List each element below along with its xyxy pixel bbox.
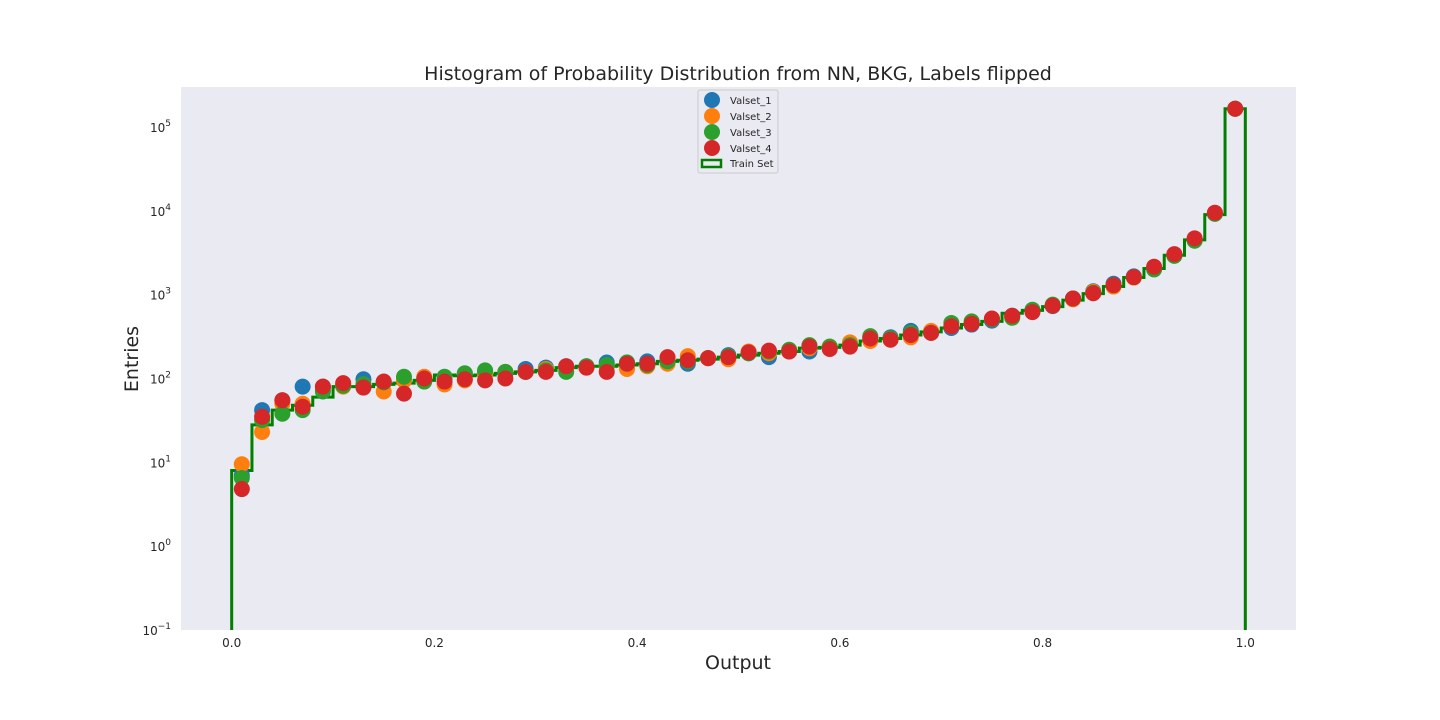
data-point bbox=[700, 350, 717, 367]
data-point bbox=[375, 373, 392, 390]
legend-marker bbox=[700, 158, 723, 169]
x-tick-label: 1.0 bbox=[1236, 636, 1255, 650]
data-point bbox=[1227, 100, 1244, 117]
y-tick-label: 102 bbox=[150, 370, 171, 386]
data-point bbox=[862, 330, 879, 347]
data-point bbox=[983, 310, 1000, 327]
data-point bbox=[274, 392, 291, 409]
y-axis-ticks: 10−1 100 101 102 103 104 105 bbox=[142, 119, 171, 638]
y-tick-label: 100 bbox=[150, 538, 171, 554]
series-valset-4 bbox=[233, 100, 1244, 498]
data-point bbox=[639, 355, 656, 372]
legend-entry-label: Valset_4 bbox=[730, 144, 772, 155]
data-point bbox=[659, 349, 676, 366]
data-point bbox=[842, 338, 858, 355]
data-point bbox=[1065, 290, 1081, 307]
data-point bbox=[537, 363, 554, 380]
legend: Valset_1 Valset_2 Valset_3 Valset_4 Train Se… bbox=[697, 89, 779, 174]
chart-title: Histogram of Probability Distribution fr… bbox=[424, 63, 1052, 85]
data-point bbox=[760, 342, 777, 359]
data-point bbox=[436, 373, 453, 390]
legend-marker bbox=[704, 92, 720, 108]
data-point bbox=[679, 352, 696, 369]
data-point bbox=[1044, 297, 1061, 314]
legend-entry-label: Valset_1 bbox=[730, 96, 772, 107]
data-point bbox=[882, 331, 899, 348]
x-axis-label: Output bbox=[705, 652, 771, 674]
data-point bbox=[923, 324, 940, 341]
y-tick-label: 104 bbox=[150, 203, 171, 219]
data-point bbox=[254, 408, 271, 425]
data-point bbox=[497, 370, 514, 387]
x-tick-label: 0.8 bbox=[1033, 636, 1052, 650]
y-axis-label: Entries bbox=[121, 326, 143, 392]
data-point bbox=[1166, 246, 1183, 263]
data-point bbox=[416, 370, 433, 387]
data-points-layer bbox=[233, 100, 1244, 498]
legend-marker bbox=[704, 140, 720, 156]
y-tick-label: 101 bbox=[150, 454, 171, 470]
data-point bbox=[396, 368, 412, 385]
y-tick-label: 103 bbox=[150, 287, 171, 303]
data-point bbox=[233, 456, 250, 473]
x-axis-ticks: 0.0 0.2 0.4 0.6 0.8 1.0 bbox=[222, 636, 1255, 650]
legend-marker bbox=[704, 108, 720, 124]
data-point bbox=[517, 363, 534, 380]
x-tick-label: 0.0 bbox=[222, 636, 241, 650]
data-point bbox=[821, 340, 838, 357]
x-tick-label: 0.6 bbox=[830, 636, 849, 650]
data-point bbox=[1105, 277, 1122, 294]
data-point bbox=[456, 371, 473, 388]
data-point bbox=[943, 318, 960, 335]
data-point bbox=[274, 405, 291, 422]
y-tick-label: 105 bbox=[150, 119, 171, 135]
data-point bbox=[740, 344, 757, 361]
data-point bbox=[294, 378, 311, 395]
legend-entry-label: Valset_2 bbox=[730, 112, 772, 123]
data-point bbox=[558, 358, 575, 375]
data-point bbox=[902, 327, 919, 344]
data-point bbox=[1024, 304, 1041, 321]
data-point bbox=[1146, 258, 1163, 275]
y-tick-label: 10−1 bbox=[142, 622, 171, 638]
legend-entry-label: Train Set bbox=[729, 159, 774, 170]
legend-marker bbox=[704, 124, 720, 140]
data-point bbox=[314, 378, 331, 395]
data-point bbox=[963, 315, 980, 332]
data-point bbox=[1085, 285, 1102, 302]
data-point bbox=[335, 375, 352, 392]
data-point bbox=[396, 385, 412, 402]
data-point bbox=[619, 355, 635, 372]
data-point bbox=[355, 379, 372, 396]
data-point bbox=[233, 481, 250, 498]
data-point bbox=[1004, 307, 1021, 324]
data-point bbox=[1206, 204, 1223, 221]
data-point bbox=[1186, 230, 1203, 247]
data-point bbox=[1125, 269, 1142, 286]
data-point bbox=[720, 349, 737, 366]
data-point bbox=[477, 372, 494, 389]
data-point bbox=[294, 398, 311, 415]
data-point bbox=[254, 424, 271, 441]
x-tick-label: 0.2 bbox=[425, 636, 444, 650]
data-point bbox=[598, 363, 615, 380]
x-tick-label: 0.4 bbox=[628, 636, 647, 650]
data-point bbox=[233, 470, 250, 487]
legend-entry-label: Valset_3 bbox=[730, 128, 772, 139]
data-point bbox=[781, 343, 798, 360]
data-point bbox=[578, 359, 595, 376]
data-point bbox=[801, 338, 818, 355]
